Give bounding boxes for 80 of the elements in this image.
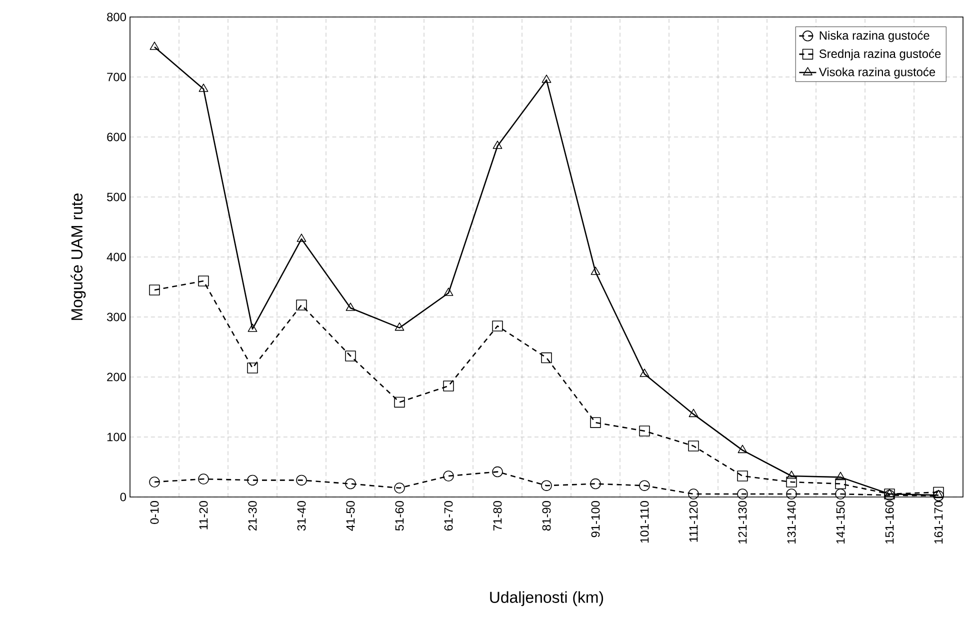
x-tick-label: 71-80 <box>493 500 502 530</box>
y-tick-label: 300 <box>106 312 126 322</box>
x-tick-label: 51-60 <box>395 500 404 531</box>
point <box>394 396 405 408</box>
point <box>590 266 600 275</box>
point <box>590 478 601 490</box>
legend-label: Srednja razina gustoće <box>819 49 941 60</box>
x-tick-label: 151-160 <box>885 500 894 544</box>
point <box>835 478 846 490</box>
point <box>542 74 552 83</box>
point <box>786 470 796 479</box>
point <box>346 302 356 311</box>
x-axis-title: Udaljenosti (km) <box>490 591 604 606</box>
y-tick-label: 0 <box>120 492 126 502</box>
point <box>247 474 258 486</box>
y-tick-label: 400 <box>106 252 126 262</box>
point <box>443 470 454 482</box>
x-tick-label: 31-40 <box>297 500 306 531</box>
point <box>198 474 209 484</box>
point <box>443 380 454 392</box>
x-tick-label: 111-120 <box>689 500 698 542</box>
x-tick-label: 131-140 <box>787 500 796 544</box>
point <box>198 276 209 286</box>
point <box>934 490 944 498</box>
point <box>150 42 160 50</box>
x-tick-label: 61-70 <box>444 500 453 530</box>
y-tick-label: 100 <box>107 432 126 442</box>
y-tick-label: 800 <box>107 12 126 22</box>
y-tick-label: 600 <box>107 132 126 142</box>
point <box>541 352 552 364</box>
x-tick-label: 91-100 <box>591 500 600 538</box>
point <box>786 488 797 500</box>
point <box>688 440 699 452</box>
point <box>933 486 944 498</box>
point <box>492 466 503 478</box>
point <box>296 300 307 310</box>
point <box>737 488 748 500</box>
point <box>247 362 258 374</box>
x-tick-label: 101-110 <box>640 500 649 543</box>
point <box>492 140 502 149</box>
point <box>738 444 748 454</box>
legend-label: Visoka razina gustoće <box>818 67 936 79</box>
point <box>786 476 797 488</box>
x-tick-label: 21-30 <box>248 500 257 531</box>
point <box>541 480 552 491</box>
point <box>640 368 650 377</box>
point <box>688 408 698 418</box>
x-tick-label: 11-20 <box>199 500 208 530</box>
point <box>835 488 846 500</box>
x-tick-label: 81-90 <box>542 500 551 531</box>
y-tick-label: 500 <box>107 192 126 202</box>
point <box>149 476 160 488</box>
point <box>933 490 944 502</box>
point <box>590 417 601 428</box>
point <box>149 284 160 296</box>
point <box>394 322 404 331</box>
x-tick-label: 41-50 <box>346 500 355 531</box>
point <box>296 474 307 486</box>
point <box>737 470 748 482</box>
x-tick-label: 121-130 <box>738 500 747 544</box>
point <box>639 426 650 436</box>
point <box>444 288 454 296</box>
y-tick-label: 700 <box>107 72 126 82</box>
point <box>639 480 650 491</box>
x-tick-label: 141-150 <box>836 500 845 544</box>
x-tick-label: 0-10 <box>150 500 159 524</box>
point <box>345 350 356 362</box>
point <box>492 320 503 332</box>
point <box>248 324 258 332</box>
y-tick-label: 200 <box>107 372 126 382</box>
point <box>296 234 306 242</box>
point <box>345 478 356 490</box>
point <box>884 488 894 497</box>
point <box>688 488 699 500</box>
legend-label: Niska razina gustoće <box>820 30 930 42</box>
x-tick-label: 161-170 <box>934 500 943 544</box>
y-axis-title: Moguće UAM rute <box>70 194 86 320</box>
point <box>394 482 405 494</box>
point <box>198 84 208 92</box>
point <box>836 472 846 480</box>
